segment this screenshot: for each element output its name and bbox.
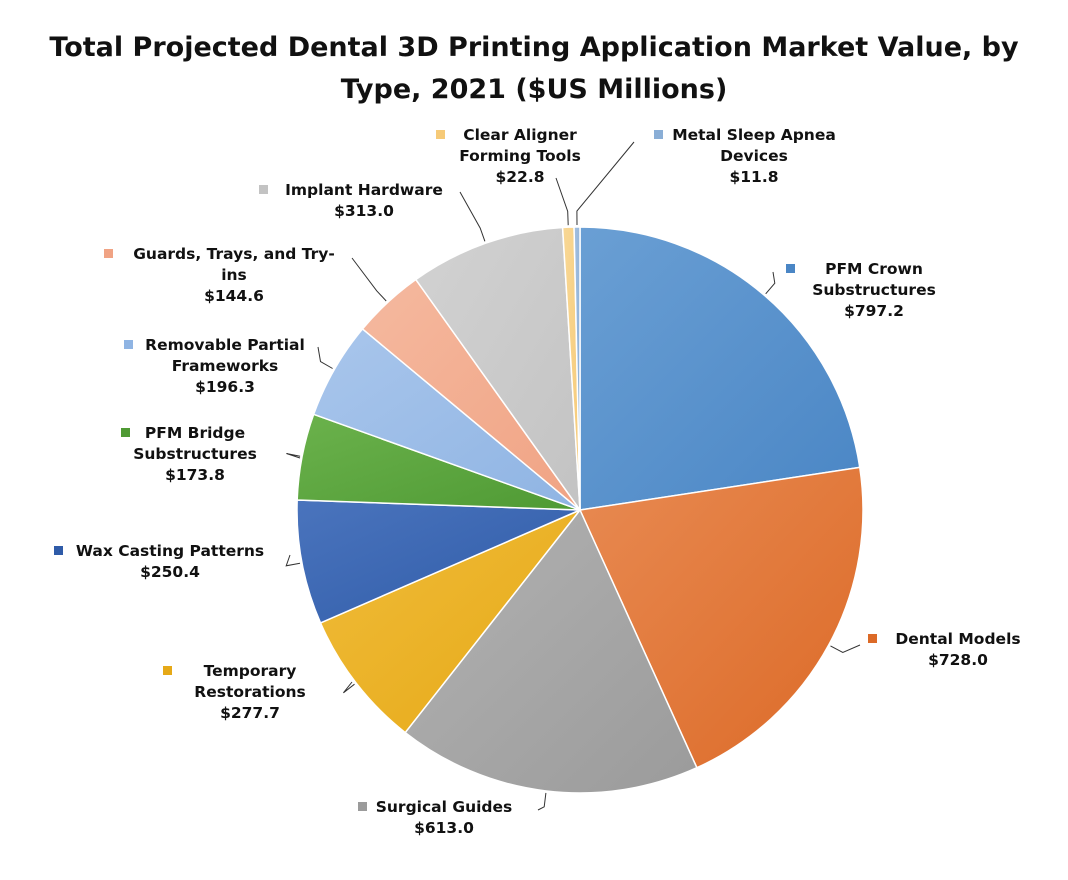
slice-value-surgical-guides: $613.0 [414, 819, 474, 837]
leader-line-temporary-restorations [343, 681, 355, 694]
pie-slice-pfm-crown-substructures [579, 226, 861, 511]
slice-value-temporary-restorations: $277.7 [220, 704, 280, 722]
slice-label-wax-casting-patterns: Wax Casting Patterns $250.4 [54, 542, 264, 581]
legend-marker-removable-partial-frameworks [124, 340, 133, 349]
slice-name-removable-partial-frameworks-line-1: Removable Partial [145, 336, 305, 354]
chart-title-line-1: Total Projected Dental 3D Printing Appli… [49, 32, 1019, 63]
pie-slice-implant-hardware [414, 226, 581, 513]
leader-line-guards-trays-and-try-ins [351, 257, 387, 302]
slice-label-dental-models: Dental Models $728.0 [868, 630, 1021, 669]
leader-line-dental-models [830, 644, 861, 654]
slice-name-guards-trays-and-try-ins-line-1: Guards, Trays, and Try- [133, 245, 335, 263]
slice-name-pfm-bridge-substructures-line-2: Substructures [133, 445, 257, 463]
leader-line-clear-aligner-forming-tools [555, 177, 569, 226]
slice-name-clear-aligner-forming-tools-line-1: Clear Aligner [463, 126, 577, 144]
slice-name-temporary-restorations-line-2: Restorations [194, 683, 305, 701]
slice-label-removable-partial-frameworks: Removable Partial Frameworks $196.3 [124, 336, 305, 396]
legend-marker-implant-hardware [259, 185, 268, 194]
legend-marker-temporary-restorations [163, 666, 172, 675]
slice-label-clear-aligner-forming-tools: Clear Aligner Forming Tools $22.8 [436, 126, 581, 186]
chart-title-line-2: Type, 2021 ($US Millions) [340, 74, 728, 105]
slice-name-metal-sleep-apnea-devices-line-1: Metal Sleep Apnea [672, 126, 836, 144]
pie-slice-surgical-guides [404, 508, 698, 794]
legend-marker-guards-trays-and-try-ins [104, 249, 113, 258]
legend-marker-wax-casting-patterns [54, 546, 63, 555]
slice-name-metal-sleep-apnea-devices-line-2: Devices [720, 147, 788, 165]
slice-value-implant-hardware: $313.0 [334, 202, 394, 220]
slice-value-guards-trays-and-try-ins: $144.6 [204, 287, 264, 305]
legend-marker-metal-sleep-apnea-devices [654, 130, 663, 139]
slice-label-implant-hardware: Implant Hardware $313.0 [259, 181, 443, 220]
slice-name-dental-models-line-1: Dental Models [895, 630, 1020, 648]
slice-name-wax-casting-patterns-line-1: Wax Casting Patterns [76, 542, 264, 560]
leader-line-pfm-bridge-substructures [286, 453, 301, 459]
slice-label-pfm-bridge-substructures: PFM Bridge Substructures $173.8 [121, 424, 257, 484]
leader-line-removable-partial-frameworks [317, 346, 333, 369]
slice-value-metal-sleep-apnea-devices: $11.8 [729, 168, 778, 186]
leader-line-metal-sleep-apnea-devices [576, 141, 635, 226]
legend-marker-pfm-bridge-substructures [121, 428, 130, 437]
slice-label-surgical-guides: Surgical Guides $613.0 [358, 798, 512, 837]
pie-slice-metal-sleep-apnea-devices [573, 226, 581, 511]
legend-marker-dental-models [868, 634, 877, 643]
slice-name-pfm-bridge-substructures-line-1: PFM Bridge [145, 424, 245, 442]
slice-value-dental-models: $728.0 [928, 651, 988, 669]
pie-slice-wax-casting-patterns [296, 499, 581, 624]
legend-marker-surgical-guides [358, 802, 367, 811]
slice-label-guards-trays-and-try-ins: Guards, Trays, and Try-ins $144.6 [104, 245, 335, 305]
leader-line-wax-casting-patterns [285, 554, 301, 567]
slice-value-removable-partial-frameworks: $196.3 [195, 378, 255, 396]
slice-name-clear-aligner-forming-tools-line-2: Forming Tools [459, 147, 581, 165]
leader-line-surgical-guides [537, 792, 547, 811]
leader-lines [285, 141, 861, 811]
legend-marker-clear-aligner-forming-tools [436, 130, 445, 139]
slice-value-pfm-crown-substructures: $797.2 [844, 302, 904, 320]
slice-value-clear-aligner-forming-tools: $22.8 [495, 168, 544, 186]
slice-labels: PFM Crown Substructures $797.2 Dental Model… [54, 126, 1021, 837]
pie-slices [296, 226, 864, 794]
legend-marker-pfm-crown-substructures [786, 264, 795, 273]
slice-label-metal-sleep-apnea-devices: Metal Sleep Apnea Devices $11.8 [654, 126, 836, 186]
pie-slice-dental-models [578, 466, 864, 769]
slice-name-temporary-restorations-line-1: Temporary [204, 662, 297, 680]
slice-label-temporary-restorations: Temporary Restorations $277.7 [163, 662, 306, 722]
slice-name-pfm-crown-substructures-line-2: Substructures [812, 281, 936, 299]
leader-line-implant-hardware [459, 191, 486, 242]
slice-name-implant-hardware-line-1: Implant Hardware [285, 181, 443, 199]
slice-value-pfm-bridge-substructures: $173.8 [165, 466, 225, 484]
slice-value-wax-casting-patterns: $250.4 [140, 563, 200, 581]
slice-name-pfm-crown-substructures-line-1: PFM Crown [825, 260, 923, 278]
slice-name-surgical-guides-line-1: Surgical Guides [376, 798, 513, 816]
leader-line-pfm-crown-substructures [765, 271, 776, 295]
slice-name-guards-trays-and-try-ins-line-2: ins [221, 266, 247, 284]
pie-slice-temporary-restorations [319, 509, 581, 734]
slice-name-removable-partial-frameworks-line-2: Frameworks [172, 357, 279, 375]
slice-label-pfm-crown-substructures: PFM Crown Substructures $797.2 [786, 260, 936, 320]
